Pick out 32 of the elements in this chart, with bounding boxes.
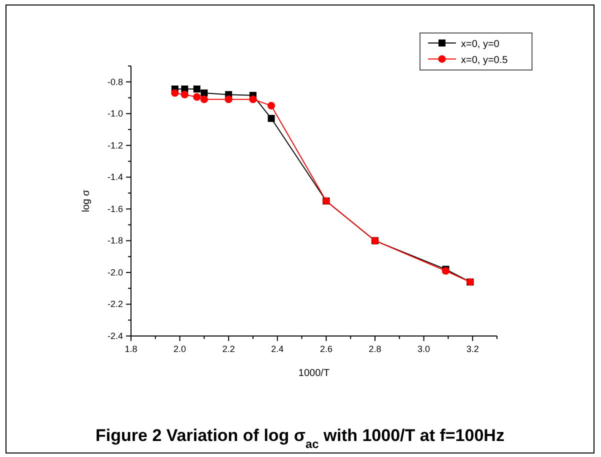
x-tick-label: 2.8 — [368, 344, 382, 354]
y-tick-label: -1.8 — [107, 236, 123, 246]
point — [200, 90, 208, 96]
x-tick-label: 3.2 — [466, 344, 479, 354]
x-tick-label: 2.2 — [222, 344, 235, 354]
y-tick-label: -0.8 — [107, 76, 123, 87]
x-tick-label: 2.0 — [174, 344, 186, 354]
point — [171, 89, 179, 97]
x-tick-label: 1.8 — [124, 344, 138, 354]
x-tick-label: 3.0 — [418, 344, 430, 354]
point — [268, 102, 276, 110]
y-tick-label: -1.6 — [107, 204, 123, 214]
x-tick-label: 2.6 — [320, 344, 332, 354]
point — [193, 93, 201, 101]
point — [200, 96, 208, 104]
y-tick-label: -2.2 — [107, 299, 123, 310]
x-axis-title: 1000/T — [298, 368, 330, 379]
y-tick-label: -1.2 — [107, 140, 123, 150]
y-tick-label: -2.0 — [107, 267, 123, 278]
point — [193, 86, 200, 93]
y-tick-label: -1.0 — [107, 108, 123, 119]
point — [180, 90, 188, 98]
point — [249, 96, 257, 104]
legend-label: x=0, y=0 — [461, 39, 500, 50]
legend-label: x=0, y=0.5 — [461, 55, 508, 66]
x-tick-label: 2.4 — [271, 344, 284, 354]
y-tick-label: -1.4 — [107, 172, 123, 182]
point — [268, 114, 275, 122]
y-tick-label: -2.4 — [107, 331, 123, 341]
y-axis-title: log σ — [81, 189, 92, 212]
text: Figure 2 Variation of log σ$_{ac}$ with 1000/T at f=100Hz — [96, 426, 504, 451]
point — [224, 96, 232, 104]
